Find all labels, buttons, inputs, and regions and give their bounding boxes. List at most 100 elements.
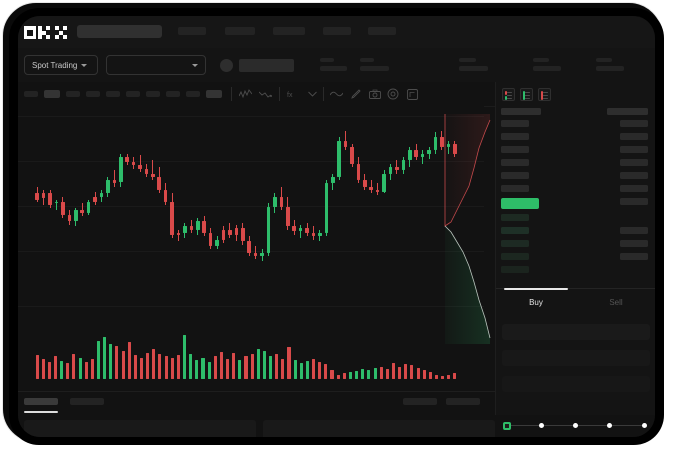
orderbook-both-icon[interactable] <box>502 88 515 101</box>
orders-panel-left <box>24 420 256 437</box>
nav-item-2[interactable] <box>225 27 255 35</box>
candle-body <box>337 140 341 177</box>
market-type-selector[interactable]: Spot Trading <box>24 55 98 75</box>
nav-item-1[interactable] <box>178 27 206 35</box>
indicator-icon[interactable]: fx <box>285 88 299 100</box>
candle-wick <box>312 226 314 240</box>
volume-bar <box>133 355 137 379</box>
candle-body <box>67 214 72 222</box>
nav-item-4[interactable] <box>323 27 351 35</box>
volume-bar <box>158 354 162 379</box>
volume-bar <box>121 350 125 379</box>
bottom-action-2[interactable] <box>446 398 480 405</box>
orderbook-ask-row[interactable] <box>501 172 529 179</box>
chart-gridline <box>18 161 484 162</box>
camera-icon[interactable] <box>368 88 382 100</box>
interval-button-4[interactable] <box>86 91 100 97</box>
candle-wick <box>370 180 372 194</box>
candle-body <box>318 232 322 237</box>
orderbook-spread-highlight-row[interactable] <box>501 198 539 209</box>
orders-bottom-bar <box>18 391 495 437</box>
volume-bar <box>140 357 144 379</box>
interval-button-7[interactable] <box>146 91 160 97</box>
volume-bar <box>262 350 266 379</box>
interval-button-5[interactable] <box>106 91 120 97</box>
interval-button-8[interactable] <box>166 91 180 97</box>
volume-bar <box>281 358 285 379</box>
tab-sell[interactable]: Sell <box>576 289 655 315</box>
order-form-field-2[interactable] <box>502 350 650 366</box>
volume-bar <box>152 348 156 379</box>
orderbook-ask-row[interactable] <box>501 133 529 140</box>
interval-button-10[interactable] <box>206 90 222 98</box>
line-chart-icon[interactable] <box>238 88 252 100</box>
interval-button-6[interactable] <box>126 91 140 97</box>
bottom-action-1[interactable] <box>403 398 437 405</box>
volume-bar <box>232 353 236 379</box>
orderbook-size-row <box>620 133 648 140</box>
volume-bar <box>90 358 94 379</box>
stepper-step-5[interactable] <box>642 423 647 428</box>
interval-button-1[interactable] <box>24 91 38 97</box>
candle-body <box>86 201 91 214</box>
settings-icon[interactable] <box>386 88 400 100</box>
candle-chart-icon[interactable] <box>258 88 272 100</box>
fullscreen-icon[interactable] <box>405 88 419 100</box>
candle-body <box>369 186 374 191</box>
orderbook-bids-icon[interactable] <box>520 88 533 101</box>
orderbook-ask-row[interactable] <box>501 159 529 166</box>
orderbook-size-row <box>620 253 648 260</box>
candle-body <box>279 196 284 207</box>
toolbar-divider <box>231 87 232 101</box>
candle-body <box>285 206 290 227</box>
nav-item-3[interactable] <box>273 27 305 35</box>
candle-body <box>189 226 194 230</box>
nav-item-5[interactable] <box>368 27 396 35</box>
chevron-down-icon[interactable] <box>306 88 318 100</box>
pair-name-placeholder <box>239 59 294 72</box>
tab-buy[interactable]: Buy <box>496 289 576 315</box>
interval-button-2[interactable] <box>44 90 60 98</box>
candle-wick <box>81 203 83 217</box>
bottom-tab-2[interactable] <box>70 398 104 405</box>
order-form-field-3[interactable] <box>502 376 650 392</box>
stepper-step-4[interactable] <box>607 423 612 428</box>
orderbook-bid-row[interactable] <box>501 240 529 247</box>
orderbook-bid-row[interactable] <box>501 266 529 273</box>
volume-bar <box>66 363 70 379</box>
orderbook-ask-row[interactable] <box>501 185 529 192</box>
stepper-step-1-active[interactable] <box>503 421 511 430</box>
order-form-field-1[interactable] <box>502 324 650 340</box>
volume-bar <box>269 356 273 379</box>
volume-bar <box>47 362 51 379</box>
candle-wick <box>396 160 398 174</box>
interval-button-3[interactable] <box>66 91 80 97</box>
orderbook-ask-row[interactable] <box>501 146 529 153</box>
volume-bar <box>256 348 260 379</box>
candle-body <box>433 137 438 151</box>
global-search-input[interactable] <box>77 25 162 38</box>
orderbook-bid-row[interactable] <box>501 214 529 221</box>
ticker-stat-3-value <box>459 66 488 71</box>
okx-logo[interactable] <box>24 26 68 39</box>
stepper-step-3[interactable] <box>573 423 578 428</box>
bottom-tab-1[interactable] <box>24 398 58 405</box>
trading-pair-selector[interactable] <box>106 55 206 75</box>
interval-button-9[interactable] <box>186 91 200 97</box>
price-chart[interactable] <box>18 106 484 391</box>
cta-container <box>495 431 655 437</box>
stepper-step-2[interactable] <box>539 423 544 428</box>
orderbook-bid-row[interactable] <box>501 253 529 260</box>
orderbook-ask-row[interactable] <box>501 120 529 127</box>
candle-body <box>382 173 386 192</box>
candle-body <box>305 228 309 233</box>
wave-icon[interactable] <box>329 88 343 100</box>
orderbook-bid-row[interactable] <box>501 227 529 234</box>
candle-body <box>118 157 123 182</box>
candle-body <box>202 221 207 233</box>
orderbook-size-row <box>620 227 648 234</box>
candle-wick <box>377 183 379 195</box>
pencil-icon[interactable] <box>349 88 363 100</box>
volume-bar <box>355 371 359 379</box>
orderbook-asks-icon[interactable] <box>538 88 551 101</box>
